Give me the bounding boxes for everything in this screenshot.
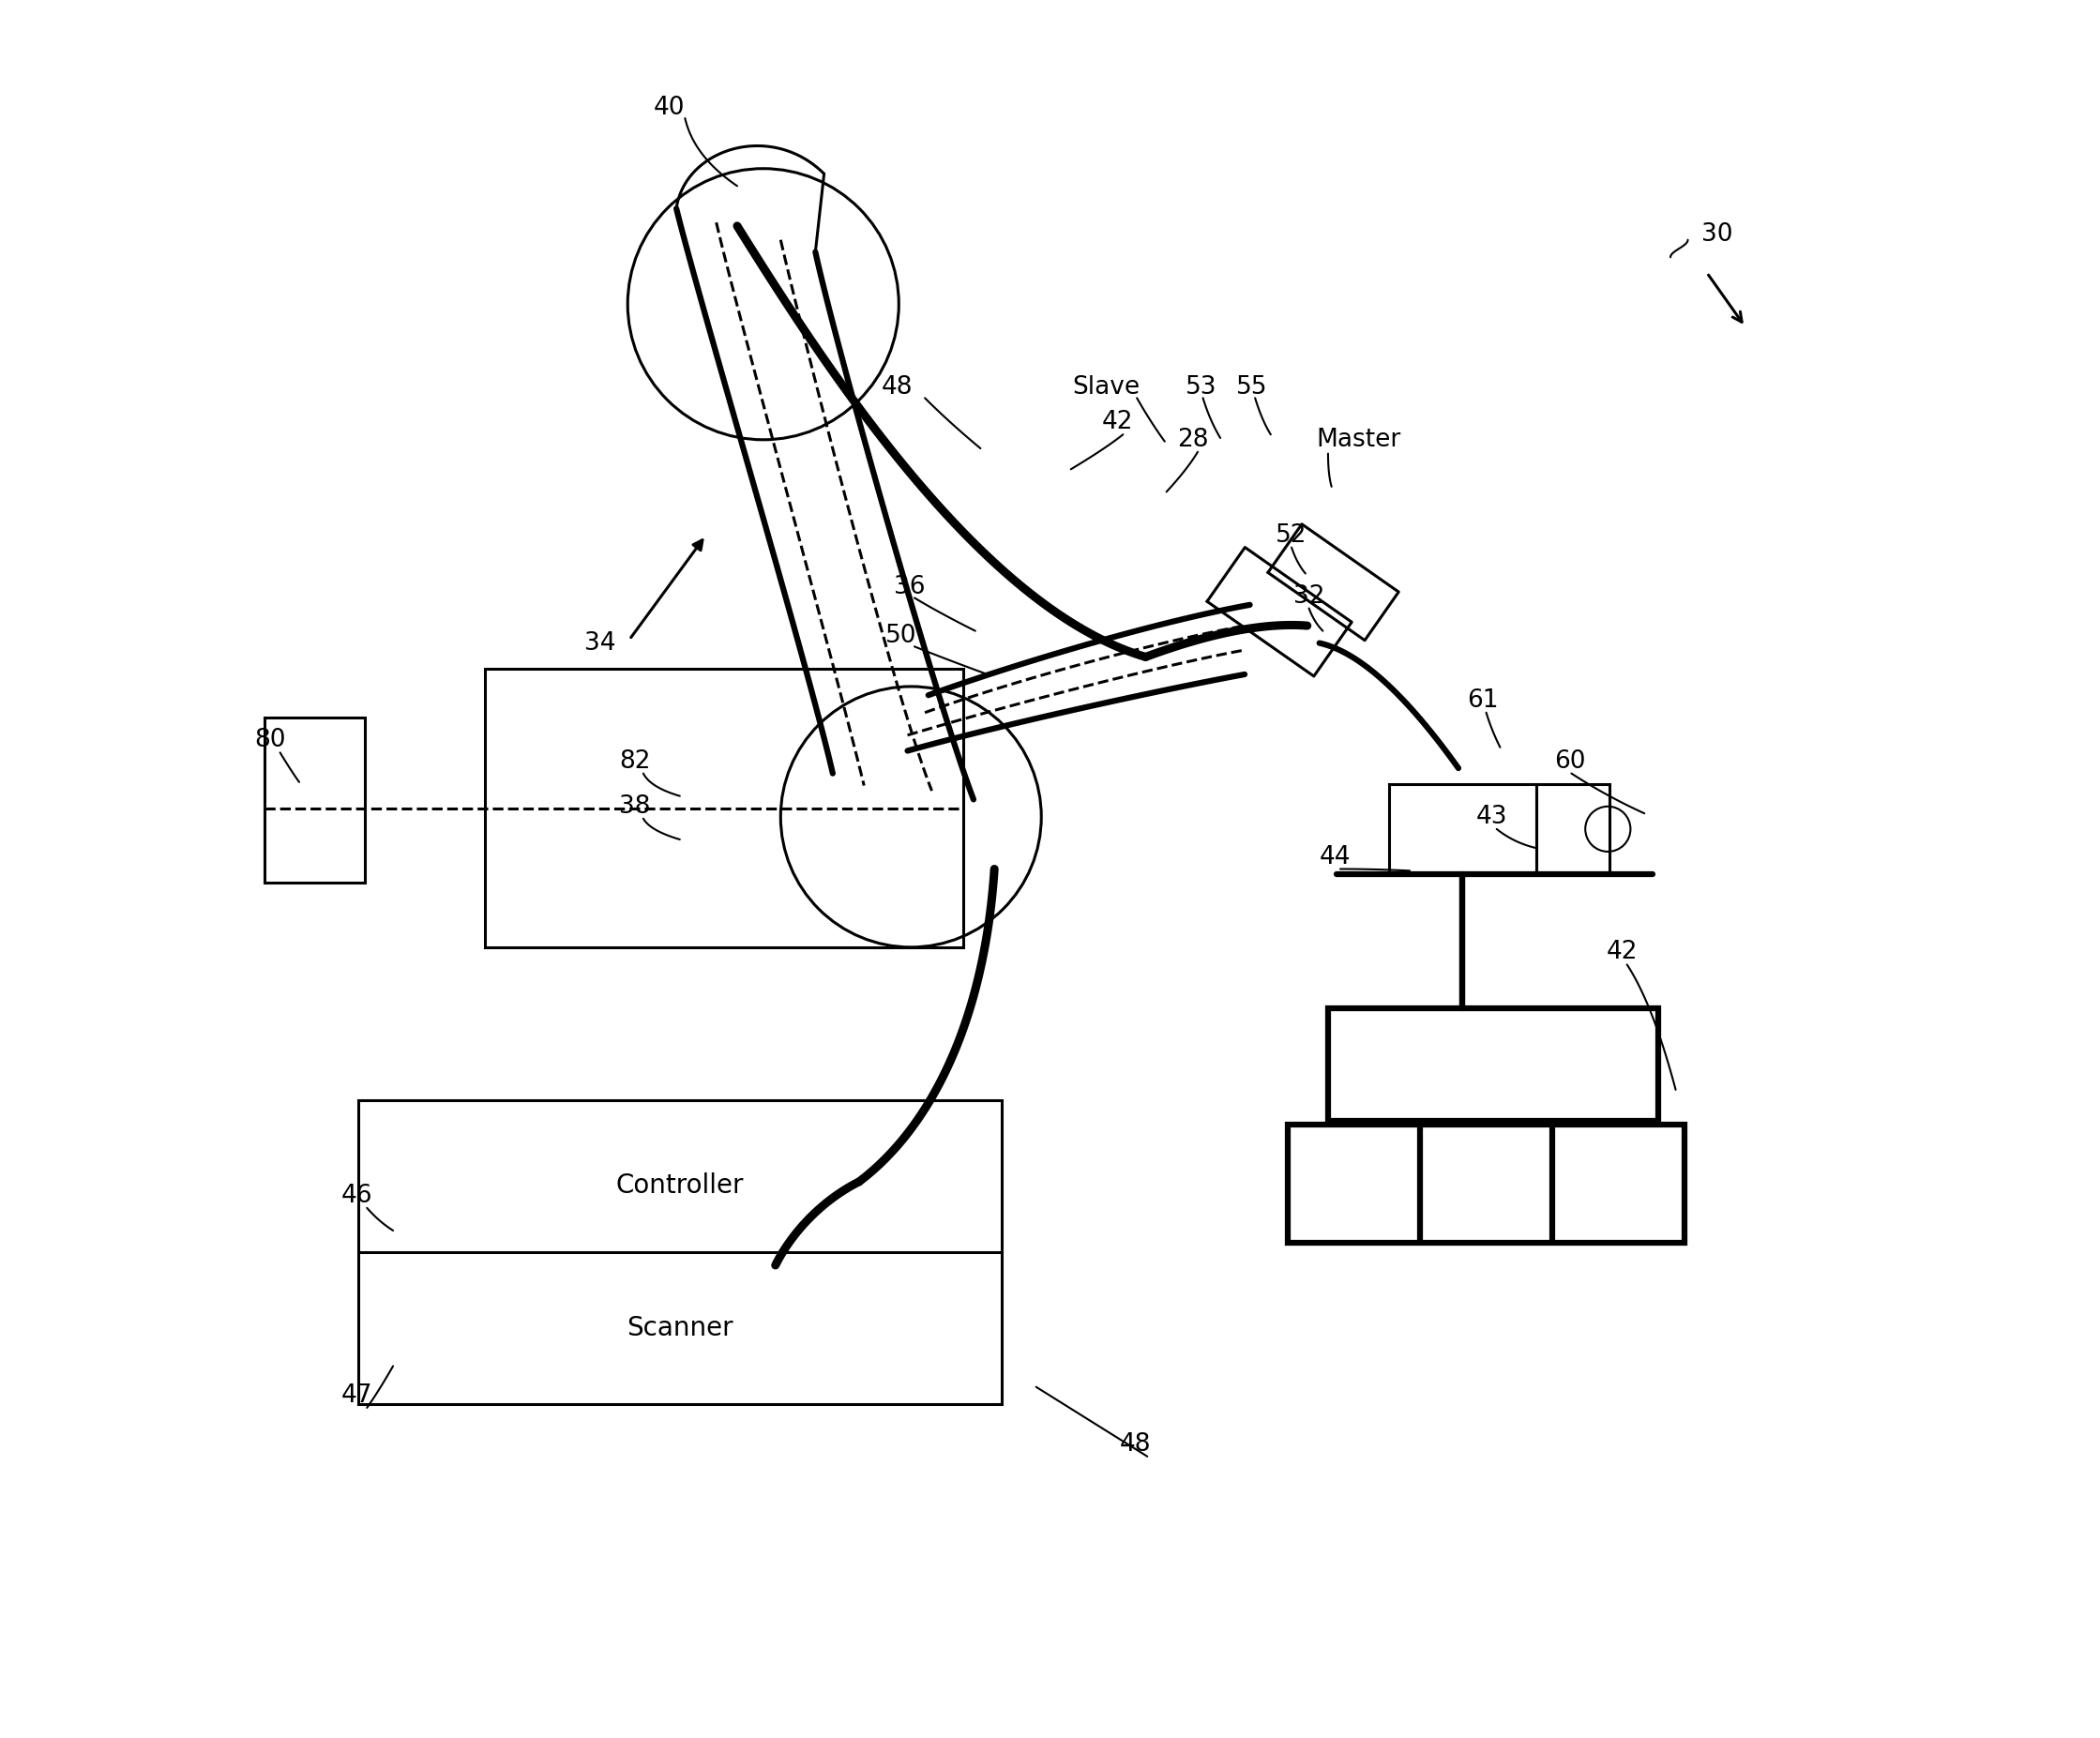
Text: 34: 34 xyxy=(584,631,615,655)
Text: 28: 28 xyxy=(1176,428,1208,452)
Text: Slave: Slave xyxy=(1073,375,1140,400)
Bar xyxy=(265,718,365,883)
Text: 43: 43 xyxy=(1476,805,1508,829)
Text: 60: 60 xyxy=(1554,749,1586,773)
Bar xyxy=(1388,784,1537,874)
Text: 55: 55 xyxy=(1237,375,1268,400)
Text: 42: 42 xyxy=(1103,410,1134,434)
Bar xyxy=(1287,1124,1684,1243)
Text: 61: 61 xyxy=(1468,688,1499,713)
Text: Master: Master xyxy=(1317,428,1401,452)
Text: 30: 30 xyxy=(1701,222,1732,247)
Text: 40: 40 xyxy=(653,96,685,120)
Text: Controller: Controller xyxy=(615,1171,743,1199)
Text: 36: 36 xyxy=(895,575,924,600)
Text: 53: 53 xyxy=(1186,375,1218,400)
Text: Scanner: Scanner xyxy=(626,1314,733,1342)
Text: 32: 32 xyxy=(1294,584,1325,608)
Bar xyxy=(1327,1008,1659,1121)
Text: 82: 82 xyxy=(620,749,651,773)
Text: 48: 48 xyxy=(882,375,914,400)
Text: 47: 47 xyxy=(340,1383,372,1408)
Bar xyxy=(1537,784,1609,874)
Bar xyxy=(359,1100,1002,1404)
Text: 50: 50 xyxy=(884,624,916,648)
Text: 80: 80 xyxy=(254,728,286,753)
Text: 48: 48 xyxy=(1119,1432,1151,1456)
Text: 52: 52 xyxy=(1277,523,1308,547)
Text: 44: 44 xyxy=(1319,845,1350,869)
Text: 46: 46 xyxy=(340,1184,372,1208)
Text: 42: 42 xyxy=(1607,940,1638,965)
Text: 38: 38 xyxy=(620,794,651,819)
Bar xyxy=(485,669,964,947)
